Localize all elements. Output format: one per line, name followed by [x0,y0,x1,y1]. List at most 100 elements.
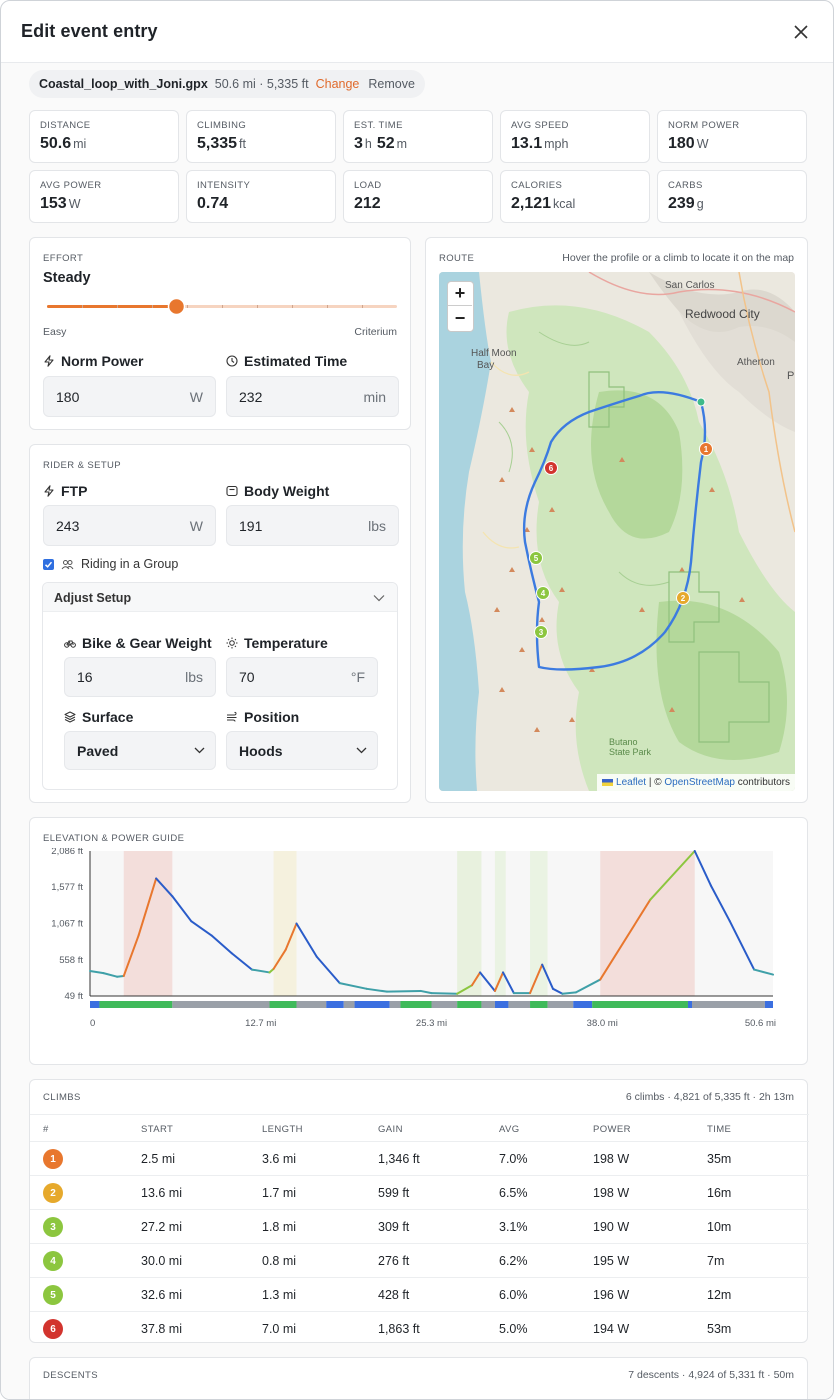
climb-row[interactable]: 1 2.5 mi 3.6 mi 1,346 ft 7.0% 198 W 35m [30,1141,809,1175]
surface-segment [687,1001,693,1008]
y-tick-label: 49 ft [65,991,84,1002]
slider-fill [47,305,177,308]
adjust-setup-toggle[interactable]: Adjust Setup [43,583,397,612]
climb-start: 37.8 mi [141,1322,182,1336]
climb-time: 12m [707,1288,732,1302]
climb-band [123,851,173,996]
surface-segment [530,1001,548,1008]
climb-start: 27.2 mi [141,1220,182,1234]
surface-segment [592,1001,688,1008]
gpx-file-pill: Coastal_loop_with_Joni.gpx 50.6 mi · 5,3… [29,70,425,98]
stat-value-2: 52 [376,135,395,152]
position-select[interactable]: Hoods [226,731,378,770]
elevation-segment [561,991,577,995]
climb-start: 13.6 mi [141,1186,182,1200]
surface-segment [296,1001,327,1008]
climb-row[interactable]: 3 27.2 mi 1.8 mi 309 ft 3.1% 190 W 10m [30,1209,809,1243]
climb-row[interactable]: 2 13.6 mi 1.7 mi 599 ft 6.5% 198 W 16m [30,1175,809,1209]
osm-link[interactable]: OpenStreetMap [664,777,735,788]
scale-icon [226,485,238,497]
climbs-card: CLIMBS 6 climbs · 4,821 of 5,335 ft · 2h… [29,1079,809,1345]
climb-row[interactable]: 4 30.0 mi 0.8 mi 276 ft 6.2% 195 W 7m [30,1243,809,1277]
group-checkbox[interactable] [43,558,54,570]
y-tick-label: 1,577 ft [51,882,83,893]
route-section-label: ROUTE [439,253,475,264]
route-hint: Hover the profile or a climb to locate i… [562,252,794,264]
elevation-segment [250,968,271,974]
climb-power: 195 W [593,1254,630,1268]
surface-select[interactable]: Paved [64,731,216,770]
climb-avg: 5.0% [499,1322,528,1336]
position-value: Hoods [239,742,283,759]
climb-length: 1.8 mi [262,1220,297,1234]
elevation-segment [693,850,712,887]
close-icon[interactable] [789,20,813,44]
sun-icon [226,637,238,649]
chevron-down-icon [194,747,205,754]
stat-label: CLIMBING [197,120,247,131]
effort-slider[interactable] [43,295,399,319]
climb-start: 2.5 mi [141,1152,176,1166]
descents-section-label: DESCENTS [43,1370,98,1381]
clock-icon [226,355,238,367]
stat-value: 3 [354,135,363,152]
elevation-segment [551,987,564,995]
climb-marker-6[interactable]: 6 [544,461,558,475]
norm-power-value: 180 [56,388,80,405]
climb-marker-5[interactable]: 5 [529,551,543,565]
descents-card: DESCENTS 7 descents · 4,924 of 5,331 ft … [29,1357,808,1399]
climb-power: 190 W [593,1220,630,1234]
surface-segment [172,1001,270,1008]
est-time-unit: min [363,388,386,405]
elevation-segment [649,850,696,901]
zoom-out-button[interactable]: − [454,307,466,328]
est-time-value: 232 [239,388,263,405]
remove-file-link[interactable]: Remove [368,77,415,91]
adjust-setup-label: Adjust Setup [54,591,132,605]
climb-row[interactable]: 6 37.8 mi 7.0 mi 1,863 ft 5.0% 194 W 53m [30,1311,809,1345]
map-place-label: Atherton [737,357,775,368]
climb-number-badge: 6 [43,1319,63,1339]
stat-est-time: EST. TIME 3 h 52 m [343,110,493,163]
norm-power-input[interactable]: 180 W [43,376,216,417]
body-weight-input[interactable]: 191 lbs [226,505,399,546]
surface-segment [573,1001,593,1008]
climb-marker-4[interactable]: 4 [536,586,550,600]
body-weight-label-text: Body Weight [244,483,330,499]
map-place-label: Bay [477,360,495,371]
zoom-in-button[interactable]: + [448,282,472,306]
climb-gain: 1,346 ft [378,1152,420,1166]
stat-unit: W [68,197,81,211]
elevation-segment [155,877,174,898]
zoom-control: + − [447,281,474,332]
climb-band [600,851,695,996]
climb-row[interactable]: 5 32.6 mi 1.3 mi 428 ft 6.0% 196 W 12m [30,1277,809,1311]
stat-unit: h [364,137,372,151]
stat-value: 212 [354,195,381,212]
temperature-input[interactable]: 70 °F [226,657,378,697]
col-header: START [141,1124,174,1135]
elevation-segment [419,989,433,995]
ftp-input[interactable]: 243 W [43,505,216,546]
climb-marker-2[interactable]: 2 [676,591,690,605]
bike-weight-input[interactable]: 16 lbs [64,657,216,697]
est-time-input[interactable]: 232 min [226,376,399,417]
stat-carbs: CARBS 239 g [657,170,807,223]
climb-marker-3[interactable]: 3 [534,625,548,639]
climb-avg: 6.0% [499,1288,528,1302]
climb-band [530,851,548,996]
elevation-segment [479,971,496,992]
elevation-chart[interactable]: 2,086 ft 1,577 ft 1,067 ft 558 ft 49 ft 0 12.7… [30,848,809,1048]
elevation-segment [470,971,482,987]
leaflet-link[interactable]: Leaflet [616,777,647,788]
modal-body: Coastal_loop_with_Joni.gpx 50.6 mi · 5,3… [1,63,833,1399]
route-map[interactable]: Half Moon Bay San Carlos Redwood City At… [439,272,795,791]
change-file-link[interactable]: Change [315,77,360,91]
slider-handle[interactable] [167,297,186,316]
elevation-segment [89,970,105,975]
stat-value: 239 [668,195,695,212]
rider-setup-card: RIDER & SETUP FTP 243 W Body Weight 191 … [29,444,411,803]
climb-marker-1[interactable]: 1 [699,442,713,456]
modal-title: Edit event entry [21,21,158,41]
